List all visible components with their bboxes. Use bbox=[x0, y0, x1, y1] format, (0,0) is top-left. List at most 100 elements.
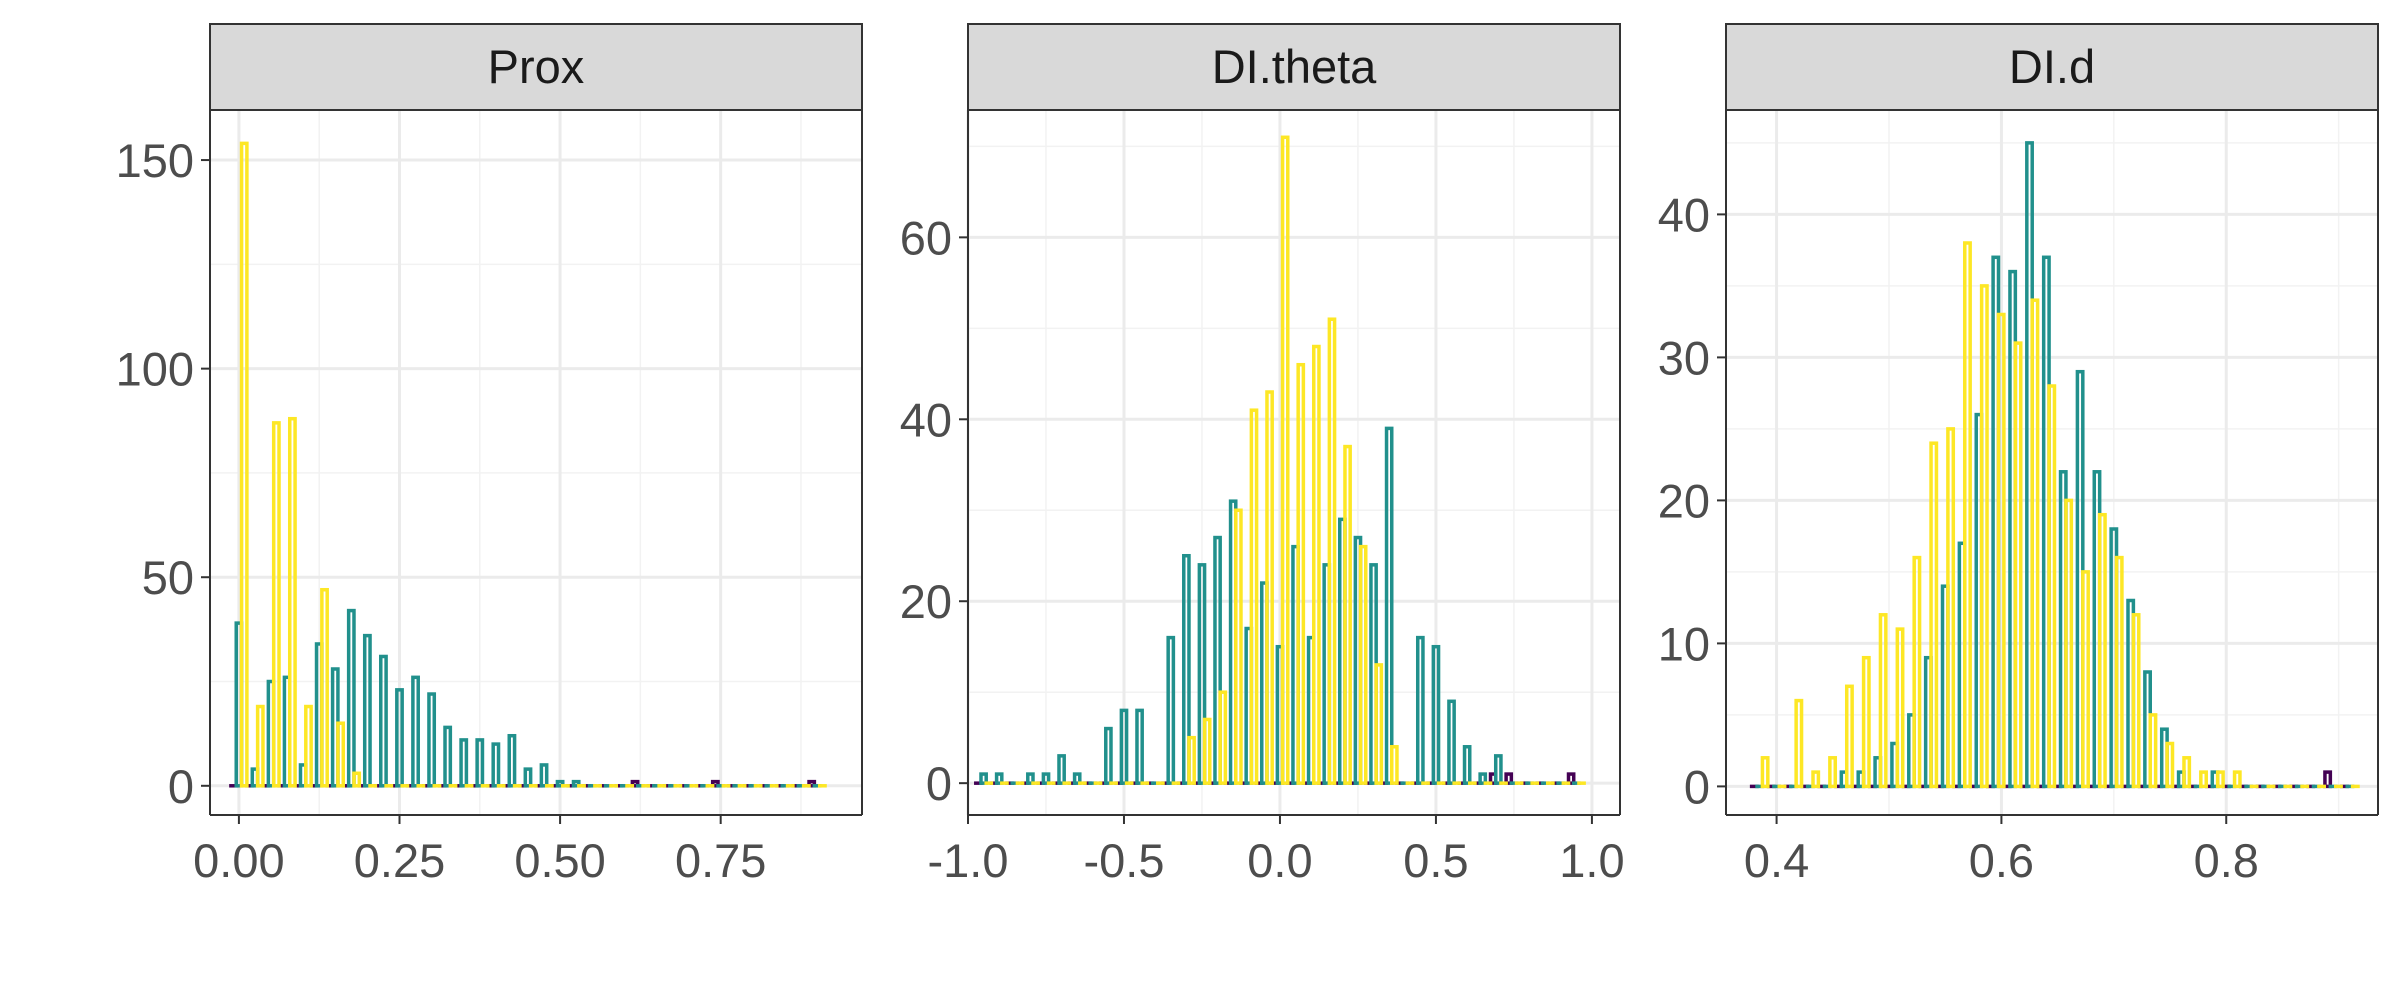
histogram-bar bbox=[2114, 555, 2124, 789]
histogram-bar bbox=[1478, 772, 1488, 785]
histogram-bar bbox=[427, 692, 437, 788]
x-tick-label: 0.50 bbox=[514, 834, 605, 887]
histogram-bar bbox=[1844, 684, 1854, 789]
histogram-bar bbox=[1041, 772, 1051, 785]
histogram-bar bbox=[1213, 535, 1222, 785]
histogram-bar bbox=[1384, 426, 1394, 785]
histogram-bar bbox=[1182, 553, 1191, 785]
histogram-bar bbox=[1828, 756, 1838, 789]
histogram-bar bbox=[1135, 708, 1144, 785]
histogram-bar bbox=[346, 608, 356, 788]
y-tick-label: 20 bbox=[1658, 474, 1710, 527]
histogram-bar bbox=[1374, 663, 1384, 785]
histogram-bar bbox=[320, 587, 329, 788]
histogram-bar bbox=[2232, 770, 2242, 789]
histogram-bar bbox=[1197, 563, 1207, 785]
histogram-bar bbox=[1760, 756, 1770, 789]
histogram-bar bbox=[807, 779, 817, 788]
histogram-bar bbox=[2013, 341, 2023, 789]
histogram-bar bbox=[710, 779, 720, 788]
histogram-bar bbox=[507, 733, 517, 788]
histogram-bar bbox=[475, 738, 485, 788]
y-tick-label: 150 bbox=[116, 134, 194, 187]
gridlines bbox=[210, 110, 862, 815]
histogram-bar bbox=[287, 416, 297, 788]
histogram-bar bbox=[239, 141, 249, 788]
y-tick-label: 0 bbox=[1684, 760, 1710, 813]
histogram-bar bbox=[2047, 384, 2057, 789]
x-tick-label: 0.00 bbox=[193, 834, 284, 887]
panel-title: DI.theta bbox=[1212, 40, 1377, 93]
histogram-bar bbox=[1979, 284, 1989, 789]
x-tick-label: 0.8 bbox=[2194, 834, 2259, 887]
histogram-bar bbox=[1218, 690, 1228, 785]
histogram-bar bbox=[459, 738, 469, 788]
histogram-bar bbox=[352, 771, 362, 788]
strip-background bbox=[967, 23, 1621, 111]
histogram-bar bbox=[1390, 745, 1399, 785]
histogram-bar bbox=[2097, 512, 2107, 789]
histogram-bar bbox=[1462, 745, 1472, 785]
histogram-bar bbox=[1946, 427, 1956, 789]
histogram-bar bbox=[411, 675, 420, 788]
histogram-bar bbox=[1929, 441, 1939, 789]
histogram-bars bbox=[1749, 141, 2360, 789]
histogram-bar bbox=[1912, 555, 1922, 789]
histogram-bar bbox=[1119, 708, 1129, 785]
x-tick-label: -1.0 bbox=[928, 834, 1009, 887]
y-tick-label: 40 bbox=[900, 393, 952, 446]
histogram-bar bbox=[1057, 754, 1066, 785]
y-tick-label: 0 bbox=[926, 757, 952, 810]
y-tick-label: 40 bbox=[1658, 188, 1710, 241]
axes: -1.0 -0.5 0.0 0.5 1.0 0 20 40 60 bbox=[900, 109, 1625, 887]
axes: 0.00 0.25 0.50 0.75 0 50 100 150 bbox=[116, 109, 863, 887]
x-tick-label: 0.75 bbox=[675, 834, 766, 887]
histogram-bar bbox=[1566, 772, 1576, 785]
plot-background bbox=[210, 110, 862, 815]
histogram-bar bbox=[979, 772, 988, 785]
histogram-bar bbox=[271, 421, 281, 788]
y-tick-label: 50 bbox=[142, 551, 194, 604]
y-tick-label: 100 bbox=[116, 343, 194, 396]
panel-di-d: DI.d 0.4 0.6 0.8 0 10 20 30 40 bbox=[1658, 23, 2379, 887]
histogram-bar bbox=[379, 654, 388, 788]
histogram-bar bbox=[1104, 726, 1113, 785]
histogram-bar bbox=[1447, 699, 1456, 785]
histogram-bar bbox=[1249, 408, 1259, 785]
x-tick-label: 0.4 bbox=[1744, 834, 1809, 887]
histogram-bars bbox=[974, 135, 1586, 785]
histogram-bar bbox=[2131, 613, 2141, 789]
histogram-bar bbox=[1327, 317, 1337, 785]
histogram-bar bbox=[1202, 717, 1212, 785]
histogram-bar bbox=[2323, 770, 2333, 789]
histogram-bar bbox=[1296, 362, 1306, 785]
histogram-bar bbox=[362, 633, 372, 788]
histogram-bar bbox=[1431, 644, 1441, 785]
x-tick-label: 0.25 bbox=[354, 834, 445, 887]
histogram-bar bbox=[443, 725, 453, 788]
histogram-bar bbox=[1878, 613, 1888, 789]
panel-title: Prox bbox=[488, 40, 585, 93]
histogram-bar bbox=[1265, 390, 1274, 785]
histogram-bar bbox=[1504, 772, 1514, 785]
gridlines bbox=[1726, 110, 2378, 815]
histogram-bar bbox=[2215, 770, 2225, 789]
plot-background bbox=[1726, 110, 2378, 815]
x-tick-label: 0.5 bbox=[1403, 834, 1468, 887]
y-tick-label: 20 bbox=[900, 575, 952, 628]
histogram-bar bbox=[255, 704, 265, 788]
histogram-bar bbox=[2081, 570, 2090, 789]
y-tick-label: 10 bbox=[1658, 617, 1710, 670]
axes: 0.4 0.6 0.8 0 10 20 30 40 bbox=[1658, 109, 2379, 887]
histogram-bar bbox=[2030, 298, 2040, 789]
histogram-bar bbox=[1415, 635, 1425, 785]
histogram-bar bbox=[1861, 655, 1871, 789]
histogram-bar bbox=[555, 779, 565, 788]
histogram-bar bbox=[539, 763, 549, 788]
histogram-bar bbox=[1996, 312, 2006, 789]
panel-di-theta: DI.theta -1.0 -0.5 0.0 0.5 1.0 0 20 40 60 bbox=[900, 23, 1625, 887]
histogram-bar bbox=[1026, 772, 1035, 785]
histogram-bar bbox=[1794, 698, 1804, 789]
y-tick-label: 0 bbox=[168, 760, 194, 813]
